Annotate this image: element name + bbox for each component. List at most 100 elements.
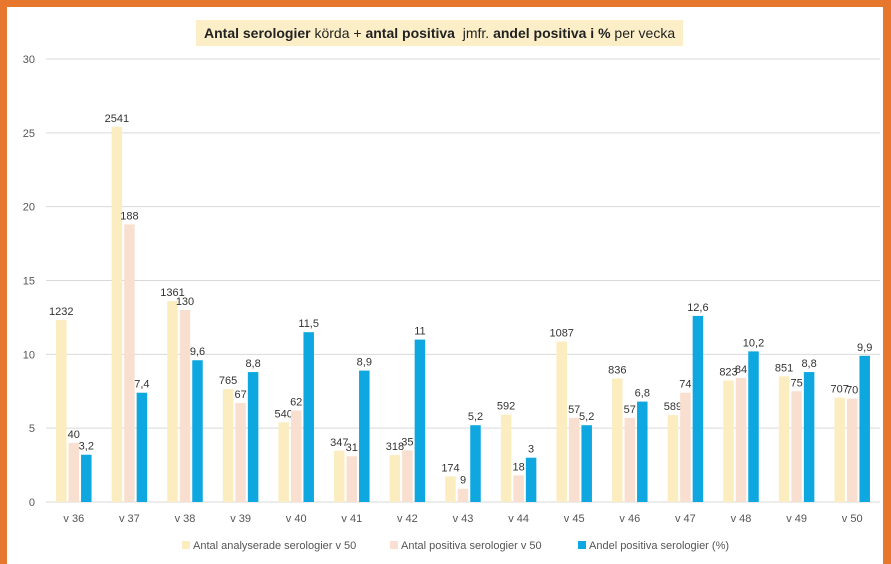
bar: [791, 391, 802, 502]
x-tick-label: v 43: [453, 513, 474, 525]
bar: [290, 410, 302, 502]
x-tick-label: v 50: [842, 513, 863, 525]
data-label: 823: [719, 366, 737, 378]
data-label: 1087: [549, 327, 573, 339]
bar: [568, 417, 580, 502]
bar: [389, 455, 401, 502]
data-label: 40: [68, 429, 80, 441]
bar: [556, 341, 567, 502]
data-label: 347: [330, 437, 348, 449]
x-tick-label: v 44: [508, 513, 529, 525]
data-label: 589: [664, 401, 682, 413]
bar: [278, 422, 289, 502]
bar: [81, 454, 92, 502]
data-label: 9,6: [190, 346, 205, 358]
data-label: 8,9: [357, 357, 372, 369]
title-part-4: jmfr.: [454, 25, 494, 41]
bar: [778, 376, 790, 502]
data-label: 67: [234, 389, 246, 401]
data-label: 9: [460, 475, 466, 487]
bar: [834, 397, 845, 502]
bar: [445, 476, 456, 502]
frame-border-top: [0, 0, 891, 7]
frame-border-left: [0, 0, 7, 564]
y-tick-label: 20: [23, 202, 35, 214]
legend-label: Antal positiva serologier v 50: [401, 540, 542, 552]
data-label: 84: [735, 364, 747, 376]
data-label: 5,2: [579, 411, 594, 423]
data-label: 12,6: [687, 302, 708, 314]
data-label: 70: [846, 385, 858, 397]
x-tick-label: v 42: [397, 513, 418, 525]
bar: [525, 457, 537, 502]
data-label: 3: [528, 444, 534, 456]
data-label: 8,8: [801, 358, 816, 370]
bar: [303, 332, 314, 502]
title-part-2: körda +: [310, 25, 366, 41]
x-tick-label: v 49: [786, 513, 807, 525]
x-tick-label: v 40: [286, 513, 307, 525]
bar: [68, 442, 80, 502]
bar: [612, 378, 623, 502]
data-label: 836: [608, 365, 626, 377]
y-tick-label: 0: [29, 497, 35, 509]
x-tick-label: v 46: [619, 513, 640, 525]
bar: [723, 380, 734, 502]
x-tick-label: v 48: [731, 513, 752, 525]
data-label: 851: [775, 362, 793, 374]
x-tick-label: v 38: [175, 513, 196, 525]
y-tick-label: 30: [23, 54, 35, 66]
legend-label: Antal analyserade serologier v 50: [193, 540, 356, 552]
bar: [581, 425, 592, 502]
data-label: 1361: [160, 287, 184, 299]
bar: [500, 414, 512, 502]
data-label: 10,2: [743, 337, 764, 349]
bar: [470, 425, 481, 502]
bar: [624, 417, 636, 502]
data-label: 6,8: [635, 388, 650, 400]
bar: [846, 398, 858, 502]
legend-swatch: [182, 541, 190, 549]
data-label: 3,2: [79, 441, 94, 453]
bar: [859, 355, 870, 502]
x-tick-label: v 47: [675, 513, 696, 525]
data-label: 174: [441, 462, 459, 474]
data-label: 57: [624, 404, 636, 416]
bar: [111, 126, 123, 503]
data-label: 35: [401, 436, 413, 448]
data-label: 8,8: [245, 358, 260, 370]
legend-label: Andel positiva serologier (%): [589, 540, 729, 552]
bar: [513, 475, 524, 502]
bar: [235, 403, 246, 502]
bar: [414, 339, 426, 502]
y-tick-label: 10: [23, 349, 35, 361]
data-label: 9,9: [857, 342, 872, 354]
data-label: 18: [512, 461, 524, 473]
y-tick-label: 25: [23, 128, 35, 140]
data-label: 130: [176, 296, 194, 308]
title-part-6: per vecka: [610, 25, 676, 41]
bar: [136, 392, 148, 502]
bar: [346, 456, 358, 502]
bar: [402, 450, 413, 502]
y-tick-label: 5: [29, 423, 35, 435]
data-label: 74: [679, 379, 691, 391]
frame-border-right: [883, 0, 891, 564]
data-label: 11,5: [298, 318, 319, 330]
bar: [124, 224, 135, 503]
data-label: 592: [497, 401, 515, 413]
x-tick-label: v 41: [341, 513, 362, 525]
bar: [457, 488, 469, 502]
data-label: 11: [414, 326, 425, 338]
data-label: 707: [831, 384, 849, 396]
data-label: 1232: [49, 306, 73, 318]
bar: [222, 389, 234, 502]
title-part-1: Antal serologier: [204, 25, 311, 41]
data-label: 57: [568, 404, 580, 416]
bar: [179, 310, 191, 502]
data-label: 75: [790, 377, 802, 389]
legend-swatch: [578, 541, 586, 549]
bar: [748, 351, 759, 502]
